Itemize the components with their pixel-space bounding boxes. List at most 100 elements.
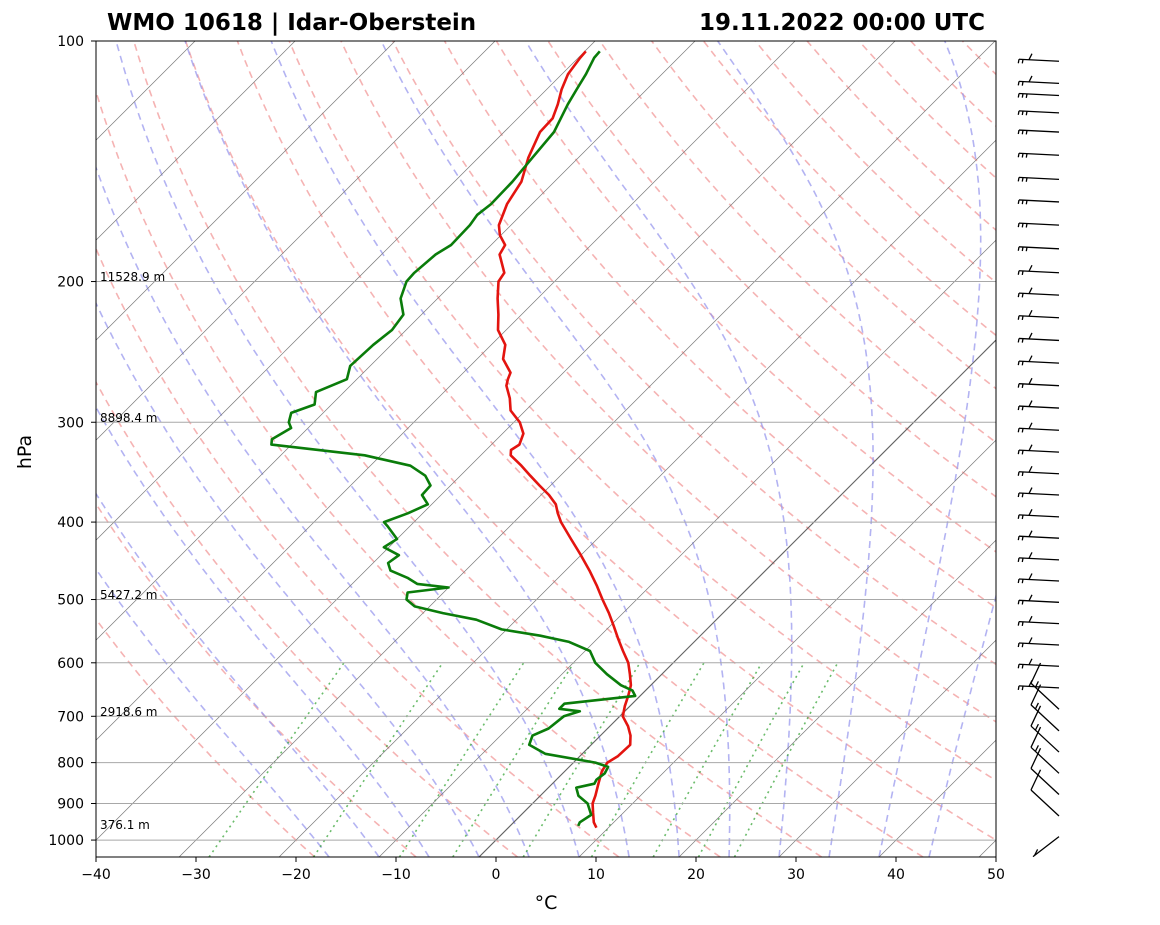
- y-tick-label: 800: [57, 756, 84, 772]
- height-label: 11528.9 m: [100, 270, 165, 284]
- moist-adiabat: [96, 165, 530, 857]
- mixing-ratio-line: [398, 662, 525, 857]
- wind-barb: [1017, 355, 1060, 366]
- x-tick-label: −20: [281, 867, 311, 883]
- y-tick-label: 300: [57, 415, 84, 431]
- wind-barb: [1030, 726, 1060, 774]
- x-axis-label: °C: [535, 892, 558, 914]
- isotherm-line: [378, 239, 996, 857]
- wind-barb: [1017, 400, 1060, 411]
- mixing-ratio-line: [522, 662, 641, 857]
- thermodynamic-background: [96, 41, 996, 857]
- wind-barb: [1030, 705, 1060, 753]
- wind-barb: [1030, 684, 1060, 732]
- x-tick-label: 0: [492, 867, 501, 883]
- wind-barb: [1017, 530, 1060, 541]
- moist-adiabat: [96, 301, 480, 857]
- height-label: 5427.2 m: [100, 588, 158, 602]
- x-tick-label: −30: [181, 867, 211, 883]
- wind-barb: [1017, 92, 1060, 98]
- wind-barb: [1017, 487, 1060, 498]
- moist-adiabat: [96, 405, 430, 857]
- wind-barb: [1017, 594, 1060, 605]
- wind-barb: [1017, 332, 1060, 343]
- dry-adiabat: [288, 41, 996, 782]
- wind-barb: [1030, 662, 1060, 710]
- y-tick-label: 1000: [48, 833, 84, 849]
- moist-adiabat: [96, 492, 380, 857]
- x-tick-label: 40: [887, 867, 905, 883]
- wind-barbs: [1017, 53, 1060, 858]
- wind-barb: [1017, 110, 1060, 116]
- x-tick-label: 50: [987, 867, 1005, 883]
- x-tick-label: 10: [587, 867, 605, 883]
- dry-adiabat: [96, 246, 620, 857]
- wind-barb: [1017, 152, 1060, 158]
- mixing-ratio-line: [590, 662, 705, 857]
- dry-adiabat: [340, 41, 996, 723]
- moist-adiabat: [115, 41, 580, 857]
- x-axis-ticks: −40 −30 −20 −10 0 10 20 30 40 50: [81, 857, 1005, 883]
- wind-barb: [1017, 129, 1060, 135]
- mixing-ratio-line: [697, 662, 805, 857]
- isotherm-line: [96, 41, 596, 541]
- height-label: 8898.4 m: [100, 411, 158, 425]
- moist-adiabat: [525, 41, 793, 857]
- wind-barb: [1017, 264, 1060, 276]
- chart-title-datetime: 19.11.2022 00:00 UTC: [699, 10, 985, 36]
- wind-barb: [1017, 199, 1060, 205]
- x-tick-label: −40: [81, 867, 111, 883]
- wind-barb: [1030, 747, 1060, 795]
- moist-adiabat: [270, 41, 680, 857]
- isotherm-line: [478, 339, 996, 857]
- dry-adiabat: [184, 41, 924, 857]
- isotherm-line: [96, 41, 896, 841]
- dry-adiabat: [96, 89, 721, 857]
- isotherm-line: [578, 439, 996, 857]
- isotherm-line: [96, 41, 496, 441]
- sounding-profiles: [270, 50, 637, 829]
- isotherm-line: [178, 41, 996, 857]
- height-label: 2918.6 m: [100, 705, 158, 719]
- wind-barb: [1017, 615, 1060, 626]
- isobar-grid: [96, 41, 996, 857]
- dry-adiabat: [392, 41, 996, 666]
- mixing-ratio-line: [452, 662, 575, 857]
- isotherm-line: [778, 639, 996, 857]
- isotherm-line: [96, 41, 296, 241]
- wind-barb: [1032, 836, 1060, 858]
- x-tick-label: 30: [787, 867, 805, 883]
- wind-barb: [1017, 422, 1060, 433]
- y-tick-label: 400: [57, 515, 84, 531]
- wind-barb: [1017, 637, 1060, 648]
- moist-adiabat: [878, 41, 982, 857]
- wind-barb: [1017, 176, 1060, 182]
- moist-adiabat: [184, 41, 630, 857]
- plot-frame: [95, 40, 997, 858]
- y-tick-label: 600: [57, 656, 84, 672]
- wind-barb: [1017, 573, 1060, 584]
- moist-adiabat: [96, 567, 330, 857]
- y-tick-label: 700: [57, 709, 84, 725]
- height-labels: 11528.9 m 8898.4 m 5427.2 m 2918.6 m 376.1 m: [100, 270, 165, 832]
- moist-adiabat: [380, 41, 731, 857]
- wind-barb: [1017, 246, 1060, 252]
- wind-barb: [1030, 769, 1060, 817]
- isotherm-line: [278, 139, 996, 857]
- isotherm-line: [678, 539, 996, 857]
- dry-adiabat: [443, 41, 996, 609]
- wind-barb: [1017, 509, 1060, 520]
- wind-barb: [1017, 465, 1060, 477]
- y-axis-label: hPa: [14, 435, 36, 469]
- dry-adiabat: [96, 380, 518, 857]
- wind-barb: [1017, 75, 1060, 86]
- wind-barb: [1017, 287, 1060, 298]
- temperature-profile: [496, 50, 633, 829]
- mixing-ratio-line: [208, 662, 345, 857]
- height-label: 376.1 m: [100, 818, 150, 832]
- isotherm-line: [96, 41, 696, 641]
- dry-adiabat: [236, 41, 996, 842]
- chart-title-station: WMO 10618 | Idar-Oberstein: [107, 10, 476, 36]
- y-tick-label: 200: [57, 275, 84, 291]
